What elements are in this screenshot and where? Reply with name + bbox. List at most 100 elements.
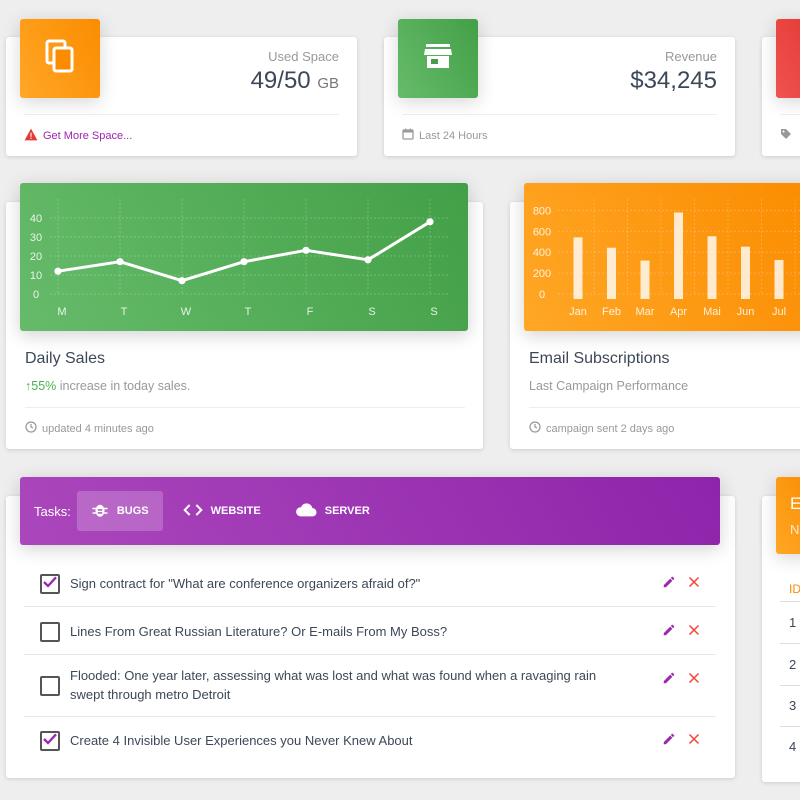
x-tick-label: S <box>430 306 437 318</box>
table-cell: 1 <box>789 615 797 630</box>
email-subscriptions-chart: 0 200 400 600 800 Jan Feb Mar Apr Mai Jun Jul <box>524 183 800 331</box>
edit-icon[interactable] <box>662 623 676 642</box>
card-footer: updated 4 minutes ago <box>25 407 465 449</box>
get-more-space-link[interactable]: Get More Space... <box>43 129 133 142</box>
x-tick-label: Jul <box>772 306 786 318</box>
tasks-header: Tasks: BUGS WEBSITE SERVER <box>20 477 720 545</box>
stat-tile-revenue <box>398 19 478 98</box>
cloud-icon <box>295 502 317 521</box>
task-checkbox[interactable] <box>40 622 60 642</box>
calendar-icon <box>402 128 414 143</box>
table-cell: 3 <box>789 698 797 713</box>
x-tick-label: Jun <box>737 306 755 318</box>
tab-website[interactable]: WEBSITE <box>169 491 275 531</box>
data-point <box>54 267 62 275</box>
data-point <box>364 256 372 264</box>
task-text: Sign contract for "What are conference o… <box>70 576 421 591</box>
y-tick-label: 30 <box>30 232 42 244</box>
data-point <box>178 277 186 285</box>
task-row: Create 4 Invisible User Experiences you … <box>24 717 716 763</box>
card-footer: Last 24 Hours <box>402 114 717 156</box>
clock-icon <box>529 421 541 436</box>
tab-label: BUGS <box>116 505 149 517</box>
x-tick-label: Apr <box>670 306 687 318</box>
bar <box>640 260 650 299</box>
table-subtitle: N <box>790 522 800 537</box>
chart-category: ↑55% increase in today sales. <box>25 379 191 393</box>
tab-bugs[interactable]: BUGS <box>76 491 163 531</box>
x-tick-label: Mai <box>703 306 721 318</box>
bar <box>674 212 683 299</box>
arrow-up-icon: ↑ <box>25 379 32 393</box>
bar <box>741 246 750 299</box>
x-tick-label: Mar <box>636 306 655 318</box>
x-tick-label: Feb <box>602 306 621 318</box>
warning-icon <box>24 128 38 144</box>
chart-category: Last Campaign Performance <box>529 379 689 393</box>
edit-icon[interactable] <box>662 732 676 751</box>
task-text: Flooded: One year later, assessing what … <box>70 668 597 702</box>
task-checkbox[interactable] <box>40 676 60 696</box>
task-row: Lines From Great Russian Literature? Or … <box>24 607 716 655</box>
close-icon[interactable] <box>688 732 700 750</box>
bar <box>573 237 583 299</box>
bar <box>774 259 784 299</box>
table-cell: 2 <box>789 657 797 672</box>
task-text: Lines From Great Russian Literature? Or … <box>70 624 448 639</box>
stat-label: Used Space <box>268 49 339 64</box>
stat-label: Revenue <box>664 49 717 64</box>
x-tick-label: S <box>368 306 375 318</box>
stat-tile-partial <box>776 19 800 98</box>
y-tick-label: 800 <box>533 205 551 217</box>
stat-tile-used-space <box>20 19 100 98</box>
chart-title: Email Subscriptions <box>529 350 670 367</box>
close-icon[interactable] <box>688 623 700 641</box>
y-tick-label: 0 <box>33 289 39 301</box>
table-header-partial: E N <box>776 477 800 554</box>
bar <box>707 236 717 299</box>
task-text: Create 4 Invisible User Experiences you … <box>70 733 413 748</box>
tab-label: WEBSITE <box>210 505 261 517</box>
tab-server[interactable]: SERVER <box>281 491 384 531</box>
table-title: E <box>790 494 800 513</box>
edit-icon[interactable] <box>662 575 676 594</box>
daily-sales-chart: 0 10 20 30 40 M T W T F S S <box>20 183 468 331</box>
tag-icon <box>780 128 792 143</box>
code-icon <box>182 503 203 520</box>
close-icon[interactable] <box>688 575 700 593</box>
x-tick-label: Jan <box>569 306 587 318</box>
check-icon <box>42 731 58 752</box>
data-point <box>302 246 310 254</box>
tab-label: SERVER <box>324 505 370 517</box>
chart-title: Daily Sales <box>25 350 106 367</box>
y-tick-label: 200 <box>533 268 551 280</box>
x-tick-label: W <box>181 306 192 318</box>
clock-icon <box>25 421 37 436</box>
table-cell: 4 <box>789 739 797 754</box>
x-tick-label: T <box>245 306 252 318</box>
task-row: Flooded: One year later, assessing what … <box>24 655 716 717</box>
task-row: Sign contract for "What are conference o… <box>24 560 716 607</box>
bug-icon <box>91 501 109 522</box>
card-footer <box>780 114 800 156</box>
stat-value: $34,245 <box>630 67 717 94</box>
task-checkbox[interactable] <box>40 731 60 751</box>
y-tick-label: 10 <box>30 270 42 282</box>
y-tick-label: 600 <box>533 226 551 238</box>
footer-text: campaign sent 2 days ago <box>546 422 675 435</box>
stat-value: 49/50 GB <box>250 67 339 94</box>
close-icon[interactable] <box>688 671 700 689</box>
data-point <box>426 218 434 226</box>
y-tick-label: 40 <box>30 213 42 225</box>
footer-text: updated 4 minutes ago <box>42 422 154 435</box>
footer-text: Last 24 Hours <box>419 129 488 142</box>
edit-icon[interactable] <box>662 671 676 690</box>
card-footer: Get More Space... <box>24 114 339 156</box>
card-footer: campaign sent 2 days ago <box>529 407 800 449</box>
table-header-id: ID <box>789 582 800 596</box>
task-checkbox[interactable] <box>40 574 60 594</box>
y-tick-label: 20 <box>30 251 42 263</box>
bar <box>607 247 616 299</box>
x-tick-label: F <box>307 306 314 318</box>
copy-icon <box>45 39 75 78</box>
